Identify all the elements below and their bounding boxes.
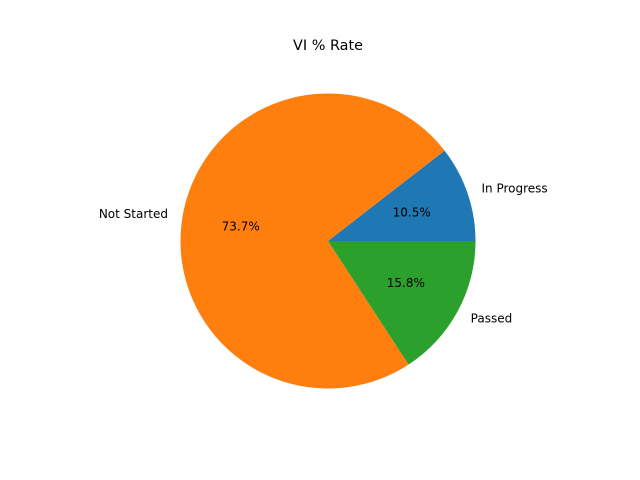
slice-label-passed: Passed bbox=[471, 311, 513, 325]
pie-slice-in-progress bbox=[328, 150, 476, 241]
pie-slices bbox=[180, 93, 476, 389]
pie-slice-passed bbox=[328, 241, 476, 365]
pct-label-in-progress: 10.5% bbox=[393, 205, 431, 219]
pct-label-passed: 15.8% bbox=[387, 276, 425, 290]
chart-title: VI % Rate bbox=[293, 38, 363, 54]
slice-label-in-progress: In Progress bbox=[482, 181, 548, 195]
slice-label-not-started: Not Started bbox=[99, 207, 168, 221]
pct-label-not-started: 73.7% bbox=[222, 219, 260, 233]
pie-slice-not-started bbox=[180, 93, 445, 389]
pie-labels: In Progress 10.5% Not Started 73.7% Passed 15… bbox=[99, 181, 548, 325]
